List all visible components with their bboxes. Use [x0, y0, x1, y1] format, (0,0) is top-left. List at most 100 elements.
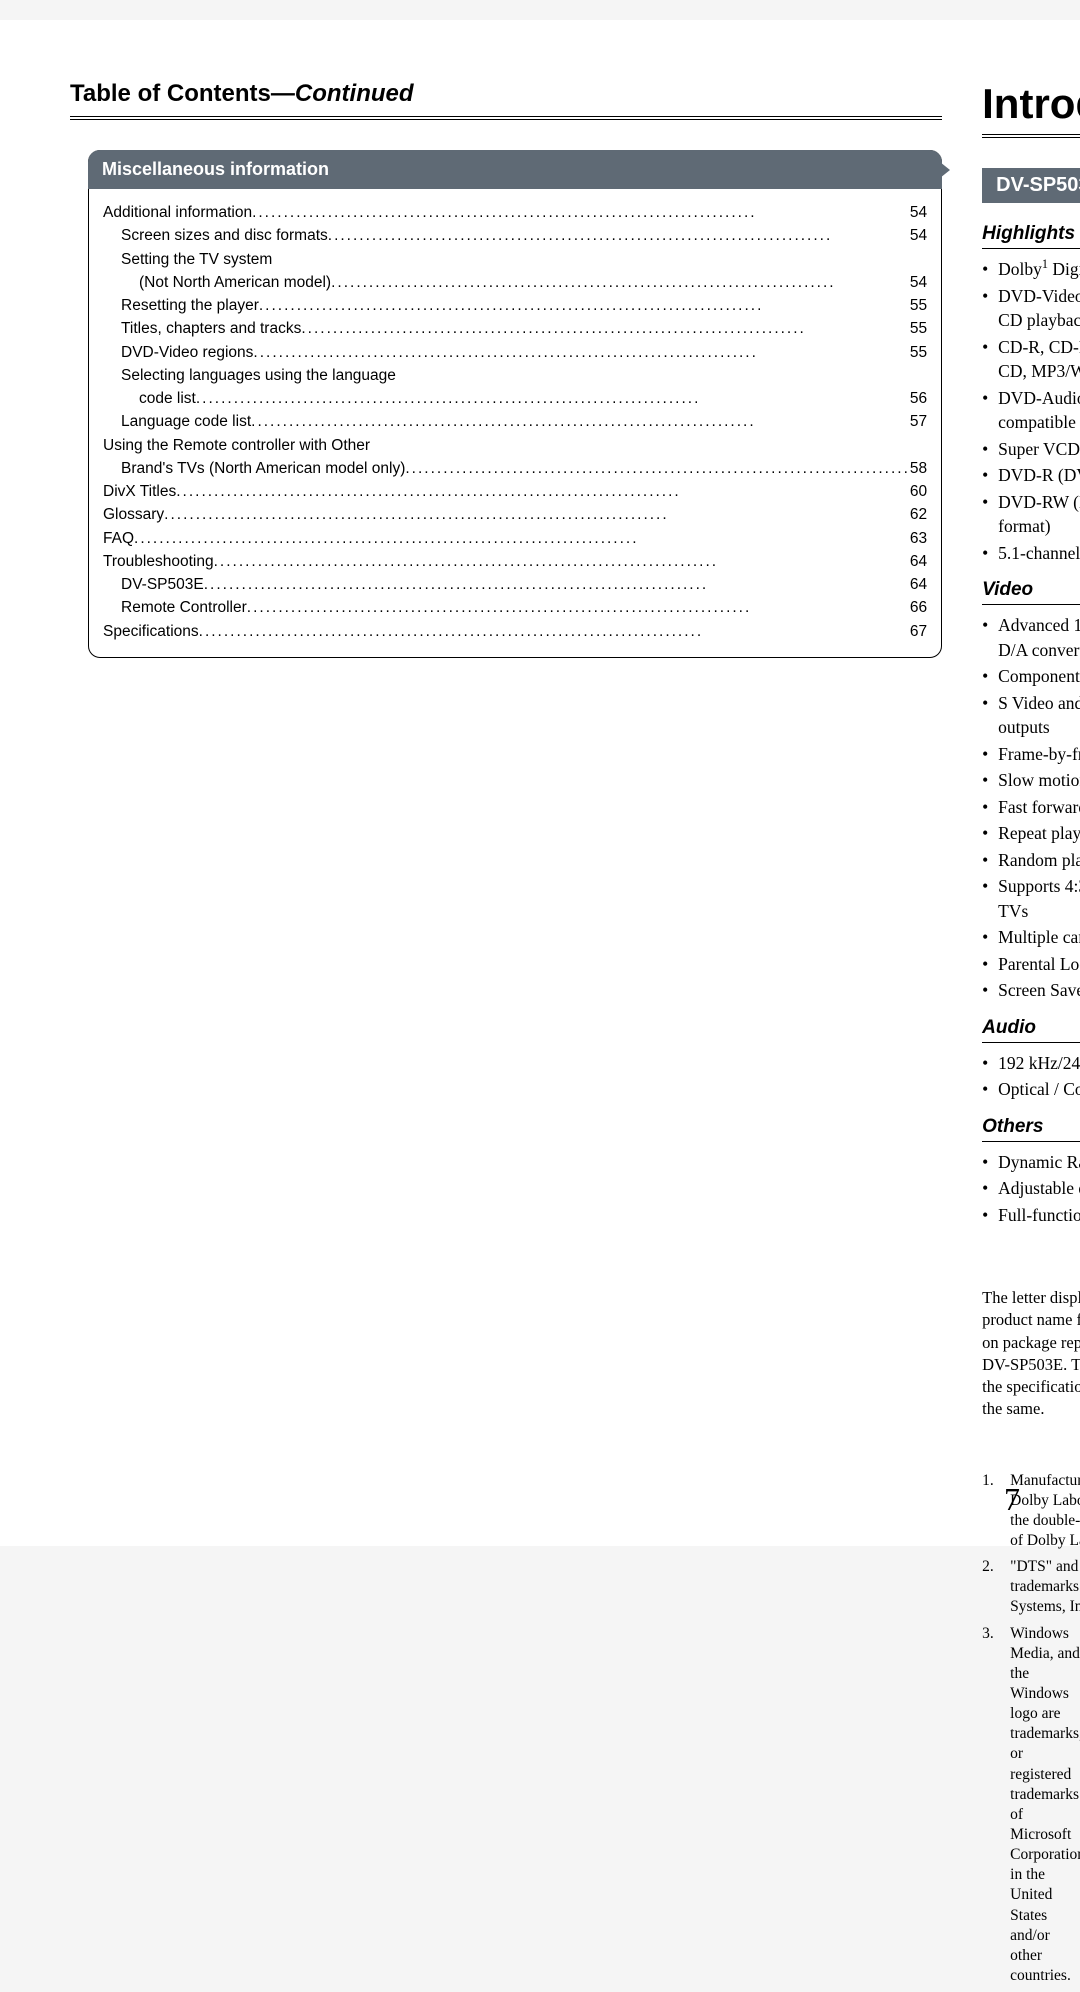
toc-entry: Setting the TV system — [103, 248, 927, 271]
toc-entry-page: 55 — [910, 294, 927, 317]
toc-dot-leader: ........................................… — [164, 503, 910, 526]
footnote-1: Manufactured under license from Dolby La… — [982, 1471, 1080, 1552]
toc-entry-page: 64 — [910, 550, 927, 573]
toc-entry: Resetting the player....................… — [103, 294, 927, 317]
toc-entry-page: 56 — [910, 387, 927, 410]
toc-entry: Screen sizes and disc formats...........… — [103, 224, 927, 247]
toc-entry-page: 55 — [910, 317, 927, 340]
feature-list: Advanced 108 MHz/12-bit video D/A conver… — [982, 613, 1080, 1003]
toc-entry-page: 54 — [910, 201, 927, 224]
feature-subheading: Audio — [982, 1017, 1080, 1043]
feature-item: Multiple camera angle support — [982, 925, 1080, 950]
intro-heading: Introduction — [982, 80, 1080, 138]
toc-entry-label: Brand's TVs (North American model only) — [121, 457, 405, 480]
toc-entry-label: Specifications — [103, 620, 199, 643]
feature-item: Super VCD compatible — [982, 437, 1080, 462]
feature-item: Frame-by-frame playback — [982, 742, 1080, 767]
toc-entry-label: (Not North American model) — [139, 271, 331, 294]
feature-item: DVD-RW (DVD-Video, VR format) — [982, 490, 1080, 539]
toc-entry-label: Screen sizes and disc formats — [121, 224, 328, 247]
toc-dot-leader: ........................................… — [253, 341, 909, 364]
toc-entry-page: 55 — [910, 341, 927, 364]
toc-entry-label: Troubleshooting — [103, 550, 214, 573]
toc-entry-page: 64 — [910, 573, 927, 596]
toc-entry: Troubleshooting.........................… — [103, 550, 927, 573]
feature-subheading: Others — [982, 1116, 1080, 1142]
page-number: 7 — [1004, 1481, 1020, 1518]
toc-entry-label: Remote Controller — [121, 596, 247, 619]
toc-entry-label: DVD-Video regions — [121, 341, 253, 364]
feature-item: DVD-Audio and SACD compatible — [982, 386, 1080, 435]
feature-item: Advanced 108 MHz/12-bit video D/A conver… — [982, 613, 1080, 662]
toc-dot-leader: ........................................… — [134, 527, 910, 550]
toc-entry: (Not North American model)..............… — [103, 271, 927, 294]
toc-dot-leader: ........................................… — [196, 387, 910, 410]
toc-entry: Titles, chapters and tracks.............… — [103, 317, 927, 340]
feature-list: Dolby1 Digital and DTS2DVD-Video / Video… — [982, 257, 1080, 565]
toc-entry: DVD-Video regions.......................… — [103, 341, 927, 364]
toc-dot-leader: ........................................… — [328, 224, 910, 247]
toc-entry-page: 66 — [910, 596, 927, 619]
footnote-3: Windows Media, and the Windows logo are … — [982, 1624, 1080, 1987]
toc-box: Miscellaneous information Additional inf… — [88, 150, 942, 658]
toc-entry-label: FAQ — [103, 527, 134, 550]
toc-dot-leader: ........................................… — [259, 294, 910, 317]
toc-entry-label: Resetting the player — [121, 294, 259, 317]
toc-dot-leader: ........................................… — [176, 480, 910, 503]
toc-entry-label: DivX Titles — [103, 480, 176, 503]
toc-entry: Remote Controller.......................… — [103, 596, 927, 619]
toc-entry-label: Titles, chapters and tracks — [121, 317, 301, 340]
feature-item: Random playback — [982, 848, 1080, 873]
feature-list: Dynamic Range Control settingAdjustable … — [982, 1150, 1080, 1228]
toc-body: Additional information..................… — [103, 201, 927, 643]
feature-item: 5.1-channel analog audio output — [982, 541, 1080, 566]
toc-entry-page: 63 — [910, 527, 927, 550]
feature-item: CD-R, CD-RW (Video CD, audio CD, MP3/WMA… — [982, 335, 1080, 384]
toc-heading: Table of Contents—Continued — [70, 80, 942, 120]
toc-entry-page: 58 — [910, 457, 927, 480]
toc-entry-label: Language code list — [121, 410, 251, 433]
left-column: Table of Contents—Continued Miscellaneou… — [70, 80, 942, 1992]
feature-item: Repeat playback — [982, 821, 1080, 846]
toc-entry-label: Setting the TV system — [121, 248, 272, 271]
toc-dot-leader: ........................................… — [301, 317, 910, 340]
toc-entry: Additional information..................… — [103, 201, 927, 224]
toc-entry: DivX Titles.............................… — [103, 480, 927, 503]
feature-item: DVD-R (DVD-Video) — [982, 463, 1080, 488]
toc-entry-label: Glossary — [103, 503, 164, 526]
toc-dot-leader: ........................................… — [331, 271, 910, 294]
toc-entry: code list...............................… — [103, 387, 927, 410]
toc-entry: Selecting languages using the language — [103, 364, 927, 387]
toc-entry-page: 67 — [910, 620, 927, 643]
feature-item: 192 kHz/24-bit D/A converter — [982, 1051, 1080, 1076]
toc-entry: DV-SP503E...............................… — [103, 573, 927, 596]
feature-item: Dynamic Range Control setting — [982, 1150, 1080, 1175]
toc-dot-leader: ........................................… — [204, 573, 910, 596]
toc-entry: FAQ.....................................… — [103, 527, 927, 550]
feature-item: DVD-Video / Video CD / Audio CD playback — [982, 284, 1080, 333]
toc-entry: Using the Remote controller with Other — [103, 434, 927, 457]
toc-entry: Language code list......................… — [103, 410, 927, 433]
toc-entry-page: 60 — [910, 480, 927, 503]
color-note: The letter displayed at the end of the p… — [982, 1287, 1080, 1421]
feature-item: S Video and composite video outputs — [982, 691, 1080, 740]
feature-item: Fast forward and reverse — [982, 795, 1080, 820]
feature-item: Full-function remote controller — [982, 1203, 1080, 1228]
feature-item: Parental Lock function — [982, 952, 1080, 977]
footnote-3-text: Windows Media, and the Windows logo are … — [1010, 1624, 1080, 1987]
toc-dot-leader: ........................................… — [199, 620, 910, 643]
toc-dot-leader: ........................................… — [214, 550, 910, 573]
footnote-1-text: Manufactured under license from Dolby La… — [1010, 1472, 1080, 1549]
feature-item: Component video output — [982, 664, 1080, 689]
toc-dot-leader: ........................................… — [247, 596, 910, 619]
toc-entry-label: DV-SP503E — [121, 573, 204, 596]
toc-entry-page: 54 — [910, 271, 927, 294]
feature-item: Slow motion playback — [982, 768, 1080, 793]
feature-item: Optical / Coaxial digital output — [982, 1077, 1080, 1102]
feature-subheading: Video — [982, 579, 1080, 605]
feature-subheading: Highlights — [982, 223, 1080, 249]
toc-entry-label: code list — [139, 387, 196, 410]
toc-heading-continued: Continued — [295, 80, 414, 107]
footnote-2-text: "DTS" and "DTS Digital Out" are trademar… — [1010, 1558, 1080, 1615]
toc-dot-leader: ........................................… — [252, 201, 910, 224]
